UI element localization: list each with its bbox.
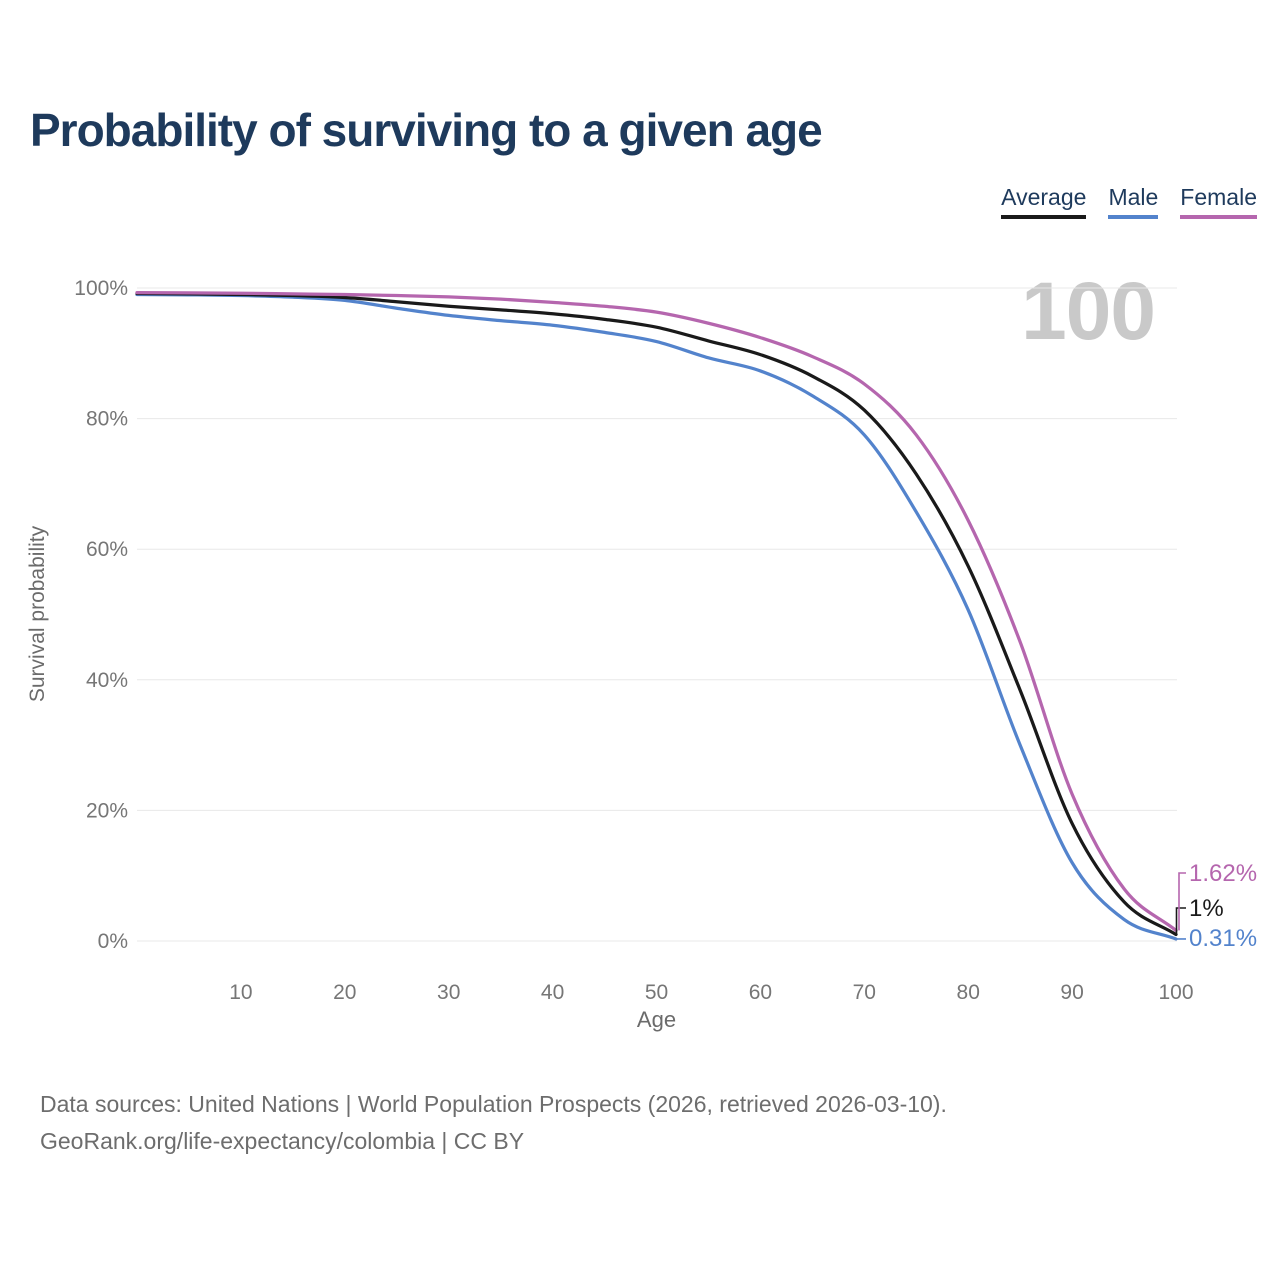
y-tick-label-0: 0% <box>98 930 128 953</box>
end-connector-average <box>1175 907 1186 935</box>
footer-attribution: GeoRank.org/life-expectancy/colombia | C… <box>40 1128 525 1154</box>
footer-data-sources: Data sources: United Nations | World Pop… <box>40 1091 947 1117</box>
x-tick-label-70: 70 <box>853 981 876 1004</box>
x-tick-label-60: 60 <box>749 981 772 1004</box>
series-line-average <box>135 291 1178 937</box>
series-line-male <box>135 292 1178 941</box>
x-tick-label-50: 50 <box>645 981 668 1004</box>
end-label-average: 1% <box>1189 895 1224 922</box>
y-tick-label-80: 80% <box>86 408 128 431</box>
legend-underline-average <box>1001 214 1087 219</box>
end-label-female: 1.62% <box>1189 860 1257 887</box>
legend-label-male: Male <box>1108 184 1159 210</box>
x-tick-label-10: 10 <box>229 981 252 1004</box>
legend-label-female: Female <box>1180 184 1257 210</box>
legend-underline-female <box>1180 214 1257 219</box>
legend-item-male[interactable]: Male <box>1108 184 1159 219</box>
legend-item-female[interactable]: Female <box>1180 184 1257 219</box>
x-tick-label-20: 20 <box>333 981 356 1004</box>
series-line-female <box>135 290 1178 933</box>
y-tick-label-100: 100% <box>74 277 128 300</box>
x-tick-label-100: 100 <box>1158 981 1193 1004</box>
y-tick-label-20: 20% <box>86 799 128 822</box>
y-tick-label-40: 40% <box>86 669 128 692</box>
y-tick-label-60: 60% <box>86 538 128 561</box>
legend: Average Male Female <box>1001 184 1257 219</box>
y-axis-title: Survival probability <box>26 525 49 702</box>
chart-footer: Data sources: United Nations | World Pop… <box>40 1086 947 1160</box>
x-tick-label-30: 30 <box>437 981 460 1004</box>
x-axis-title: Age <box>637 1007 676 1032</box>
legend-label-average: Average <box>1001 184 1087 210</box>
end-label-male: 0.31% <box>1189 925 1257 952</box>
x-tick-label-40: 40 <box>541 981 564 1004</box>
x-tick-label-90: 90 <box>1060 981 1083 1004</box>
survival-probability-chart: 0% 20% 40% 60% 80% 100% 10 20 30 40 50 60 70 80 90 100 A… <box>26 277 1257 1032</box>
page-title: Probability of surviving to a given age <box>30 104 823 156</box>
legend-item-average[interactable]: Average <box>1001 184 1087 219</box>
x-tick-label-80: 80 <box>957 981 980 1004</box>
watermark-age-100: 100 <box>1021 266 1156 357</box>
end-connector-female <box>1178 872 1186 931</box>
legend-underline-male <box>1108 214 1159 219</box>
